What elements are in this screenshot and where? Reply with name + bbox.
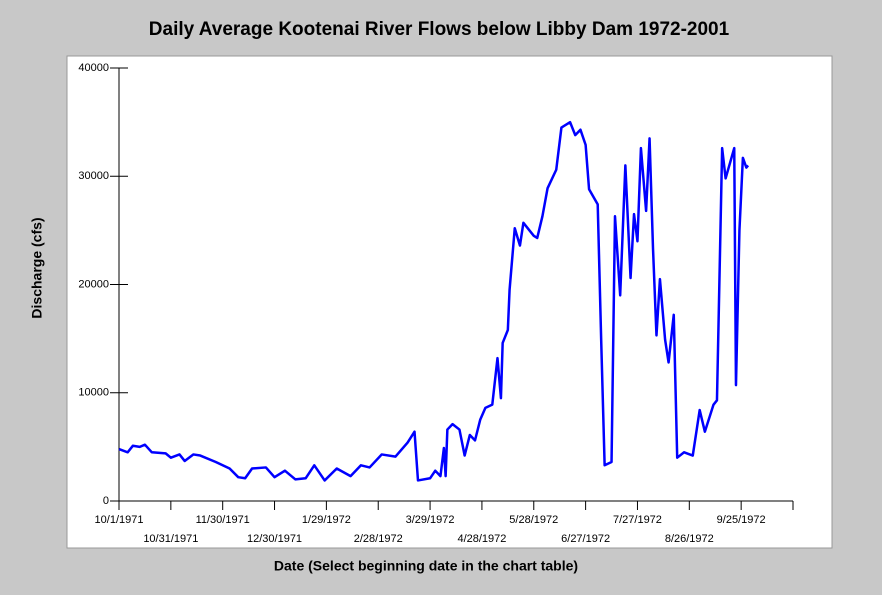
x-tick-label: 11/30/1971: [196, 514, 250, 526]
x-tick-label: 4/28/1972: [457, 533, 506, 545]
y-tick-label: 40000: [78, 62, 109, 74]
x-tick-label: 10/31/1971: [143, 533, 198, 545]
y-tick-label: 0: [103, 495, 109, 507]
x-axis-label: Date (Select beginning date in the chart…: [274, 558, 578, 574]
x-tick-label: 9/25/1972: [717, 514, 766, 526]
plot-area: [66, 55, 833, 549]
x-tick-label: 7/27/1972: [613, 514, 662, 526]
y-axis-label: Discharge (cfs): [29, 217, 45, 318]
x-tick-label: 2/28/1972: [354, 533, 403, 545]
x-tick-label: 3/29/1972: [406, 514, 455, 526]
y-tick-label: 10000: [78, 387, 109, 399]
chart-title: Daily Average Kootenai River Flows below…: [149, 19, 730, 40]
data-line: [118, 120, 750, 482]
x-tick-label: 5/28/1972: [509, 514, 558, 526]
x-tick-label: 12/30/1971: [247, 533, 302, 545]
x-tick-label: 6/27/1972: [561, 533, 610, 545]
x-tick-label: 10/1/1971: [95, 514, 144, 526]
x-tick-label: 1/29/1972: [302, 514, 351, 526]
y-tick-label: 20000: [78, 278, 109, 290]
x-tick-label: 8/26/1972: [665, 533, 714, 545]
y-tick-label: 30000: [78, 170, 109, 182]
